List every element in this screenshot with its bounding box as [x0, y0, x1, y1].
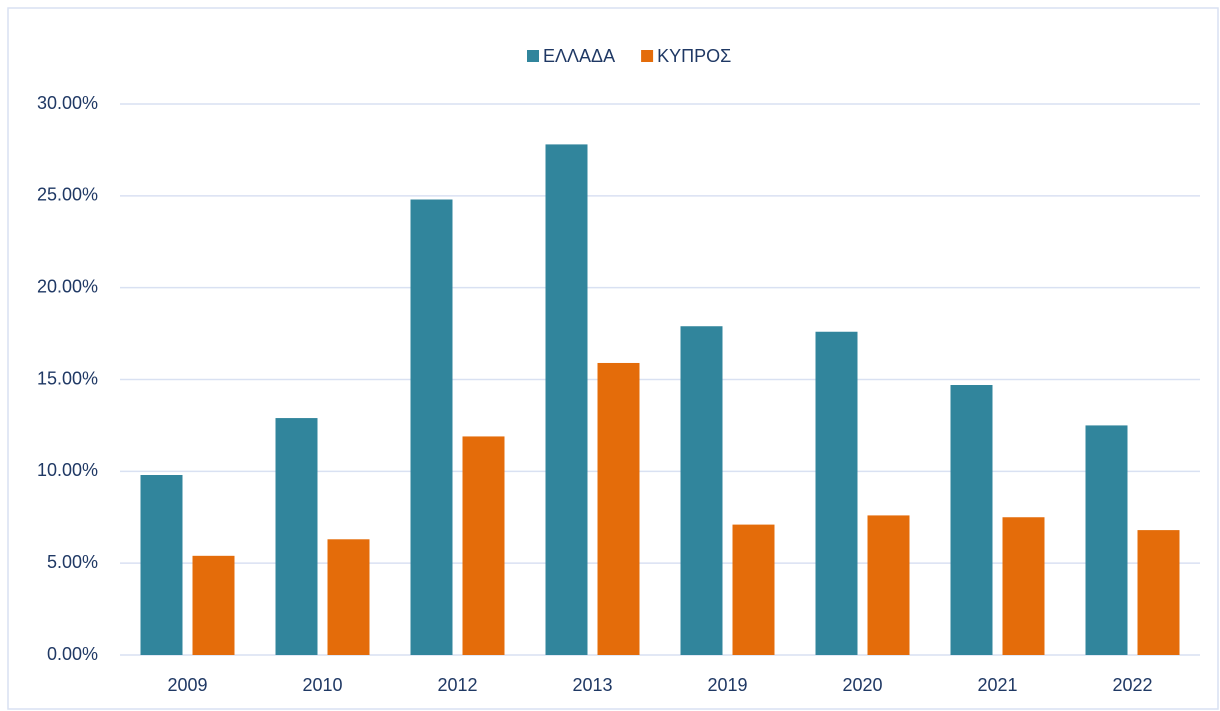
bar [815, 331, 858, 655]
bar [327, 539, 370, 655]
bar [1137, 530, 1180, 655]
y-tick-label: 5.00% [47, 552, 98, 572]
bar [410, 199, 453, 656]
bar [1085, 425, 1128, 655]
x-tick-label: 2020 [842, 675, 882, 695]
x-tick-label: 2009 [167, 675, 207, 695]
y-tick-label: 0.00% [47, 644, 98, 664]
x-tick-label: 2010 [302, 675, 342, 695]
bar [545, 144, 588, 655]
legend-swatch [641, 50, 654, 62]
y-tick-label: 20.00% [37, 276, 98, 296]
bar [275, 418, 318, 655]
legend-label: ΕΛΛΑΔΑ [543, 46, 615, 66]
x-tick-label: 2019 [707, 675, 747, 695]
legend-swatch [527, 50, 539, 62]
x-tick-label: 2013 [572, 675, 612, 695]
bar [462, 436, 505, 655]
y-tick-label: 10.00% [37, 460, 98, 480]
bar [867, 515, 910, 655]
bar [140, 475, 183, 655]
bar [680, 326, 723, 655]
y-tick-label: 25.00% [37, 185, 98, 205]
bar [1002, 517, 1045, 655]
bar [597, 362, 640, 655]
x-tick-label: 2022 [1112, 675, 1152, 695]
legend-label: ΚΥΠΡΟΣ [657, 46, 731, 66]
y-tick-label: 15.00% [37, 368, 98, 388]
x-tick-label: 2012 [437, 675, 477, 695]
bar [950, 385, 993, 655]
y-tick-label: 30.00% [37, 93, 98, 113]
bar [192, 555, 235, 655]
x-tick-label: 2021 [977, 675, 1017, 695]
bar [732, 524, 775, 655]
